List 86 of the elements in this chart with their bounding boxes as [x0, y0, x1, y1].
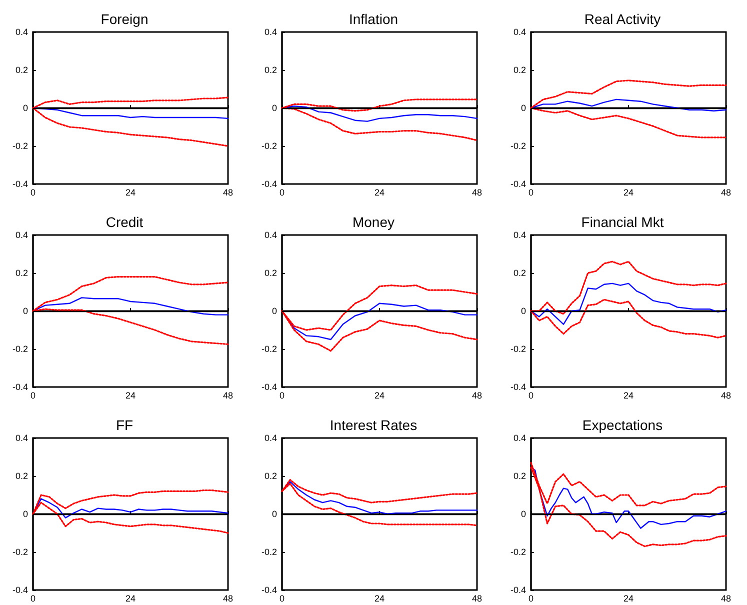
y-tick-label: 0.2 — [15, 65, 28, 75]
y-tick-label: 0 — [22, 509, 28, 519]
line-series — [32, 297, 229, 316]
y-tick-label: 0.4 — [264, 433, 277, 443]
y-tick-label: 0.2 — [513, 268, 526, 278]
y-tick-label: 0.4 — [513, 230, 526, 240]
y-tick-label: 0.2 — [264, 65, 277, 75]
y-tick-label: 0 — [272, 306, 277, 316]
chart-title: Interest Rates — [330, 417, 418, 433]
y-tick-label: -0.4 — [261, 585, 277, 595]
x-tick-label: 24 — [374, 594, 385, 604]
x-tick-label: 48 — [472, 594, 482, 604]
chart-title: Foreign — [100, 11, 148, 27]
y-tick-label: -0.2 — [261, 141, 277, 151]
y-tick-label: -0.2 — [510, 547, 526, 557]
x-tick-label: 0 — [30, 188, 36, 198]
y-tick-label: 0.4 — [513, 27, 526, 37]
y-tick-label: -0.2 — [261, 344, 277, 354]
x-tick-label: 48 — [720, 390, 732, 400]
y-tick-label: 0.4 — [264, 27, 277, 37]
y-tick-label: 0.2 — [15, 471, 28, 481]
x-tick-label: 24 — [623, 188, 634, 198]
x-tick-label: 48 — [222, 188, 234, 198]
y-tick-label: 0.4 — [513, 433, 526, 443]
chart-title: Financial Mkt — [581, 214, 664, 230]
x-tick-label: 48 — [472, 188, 482, 198]
chart-title: Money — [352, 214, 395, 230]
x-tick-label: 0 — [279, 390, 285, 400]
y-tick-label: 0 — [22, 103, 28, 113]
chart-title: Real Activity — [584, 11, 661, 27]
x-tick-label: 48 — [720, 188, 732, 198]
y-tick-label: 0.2 — [513, 471, 526, 481]
y-tick-label: 0.4 — [264, 230, 277, 240]
line-series — [530, 466, 727, 529]
y-tick-label: -0.2 — [510, 141, 526, 151]
line-series — [530, 98, 727, 112]
y-tick-label: 0 — [520, 306, 526, 316]
y-tick-label: 0 — [520, 103, 526, 113]
x-tick-label: 24 — [374, 390, 385, 400]
line-series — [530, 282, 727, 325]
y-tick-label: 0.2 — [513, 65, 526, 75]
x-tick-label: 0 — [528, 390, 534, 400]
x-tick-label: 48 — [472, 390, 482, 400]
y-tick-label: -0.2 — [12, 547, 28, 557]
x-tick-label: 0 — [30, 390, 36, 400]
x-tick-label: 24 — [125, 390, 136, 400]
chart-title: Inflation — [348, 11, 398, 27]
x-tick-label: 48 — [222, 390, 234, 400]
y-tick-label: 0.4 — [15, 433, 28, 443]
x-tick-label: 0 — [528, 188, 534, 198]
chart-title: FF — [116, 417, 134, 433]
y-tick-label: -0.4 — [12, 382, 28, 392]
chart-title: Expectations — [582, 417, 663, 433]
x-tick-label: 24 — [374, 188, 385, 198]
y-tick-label: -0.4 — [261, 179, 277, 189]
y-tick-label: -0.4 — [12, 585, 28, 595]
y-tick-label: -0.4 — [12, 179, 28, 189]
y-tick-label: 0 — [520, 509, 526, 519]
x-tick-label: 0 — [279, 188, 285, 198]
y-tick-label: -0.2 — [12, 141, 28, 151]
y-tick-label: 0 — [272, 509, 277, 519]
y-tick-label: 0.4 — [15, 230, 28, 240]
x-tick-label: 0 — [528, 594, 534, 604]
chart-title: Credit — [106, 214, 144, 230]
x-tick-label: 24 — [125, 594, 136, 604]
y-tick-label: 0.2 — [264, 268, 277, 278]
x-tick-label: 24 — [623, 390, 634, 400]
y-tick-label: -0.4 — [261, 382, 277, 392]
x-tick-label: 0 — [30, 594, 36, 604]
y-tick-label: -0.2 — [510, 344, 526, 354]
y-tick-label: -0.2 — [261, 547, 277, 557]
y-tick-label: -0.2 — [12, 344, 28, 354]
y-tick-label: -0.4 — [510, 382, 526, 392]
x-tick-label: 48 — [222, 594, 234, 604]
x-tick-label: 24 — [623, 594, 634, 604]
y-tick-label: 0.4 — [15, 27, 28, 37]
y-tick-label: 0 — [22, 306, 28, 316]
x-tick-label: 24 — [125, 188, 136, 198]
y-tick-label: 0.2 — [264, 471, 277, 481]
y-tick-label: -0.4 — [510, 179, 526, 189]
y-tick-label: -0.4 — [510, 585, 526, 595]
x-tick-label: 48 — [720, 594, 732, 604]
y-tick-label: 0 — [272, 103, 277, 113]
y-tick-label: 0.2 — [15, 268, 28, 278]
line-series — [32, 107, 229, 120]
x-tick-label: 0 — [279, 594, 285, 604]
